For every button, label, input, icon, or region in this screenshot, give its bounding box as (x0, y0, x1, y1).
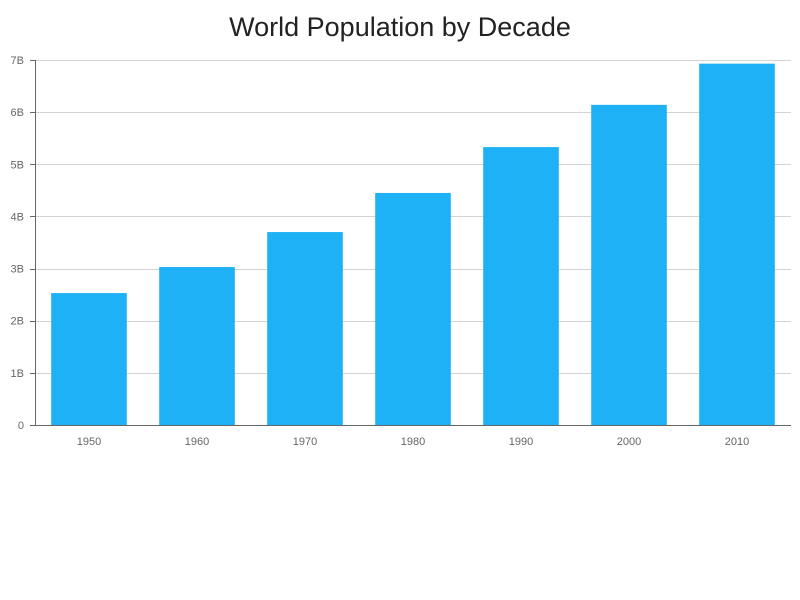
chart-title: World Population by Decade (229, 12, 571, 42)
bar-1950 (51, 293, 127, 425)
x-tick-label: 1980 (401, 436, 425, 448)
bar-1970 (267, 232, 343, 425)
x-tick-label: 2010 (725, 436, 749, 448)
x-tick-label: 1950 (77, 436, 101, 448)
axes (30, 60, 791, 426)
x-tick-label: 1960 (185, 436, 209, 448)
x-tick-label: 1990 (509, 436, 533, 448)
y-tick-label: 7B (11, 55, 24, 67)
x-tick-labels: 1950 1960 1970 1980 1990 2000 2010 (77, 436, 749, 448)
y-tick-label: 0 (18, 420, 24, 432)
y-tick-label: 1B (11, 368, 24, 380)
bar-2000 (591, 104, 667, 425)
bar-1960 (159, 267, 235, 425)
bar-1980 (375, 192, 451, 425)
bar-2010 (699, 63, 775, 426)
y-tick-labels: 0 1B 2B 3B 4B 5B 6B 7B (11, 55, 24, 432)
y-tick-label: 4B (11, 211, 24, 223)
bar-1990 (483, 147, 559, 426)
x-tick-label: 2000 (617, 436, 641, 448)
y-tick-label: 5B (11, 159, 24, 171)
y-tick-label: 2B (11, 316, 24, 328)
x-tick-label: 1970 (293, 436, 317, 448)
y-tick-label: 3B (11, 264, 24, 276)
bars (51, 63, 775, 426)
y-tick-label: 6B (11, 107, 24, 119)
